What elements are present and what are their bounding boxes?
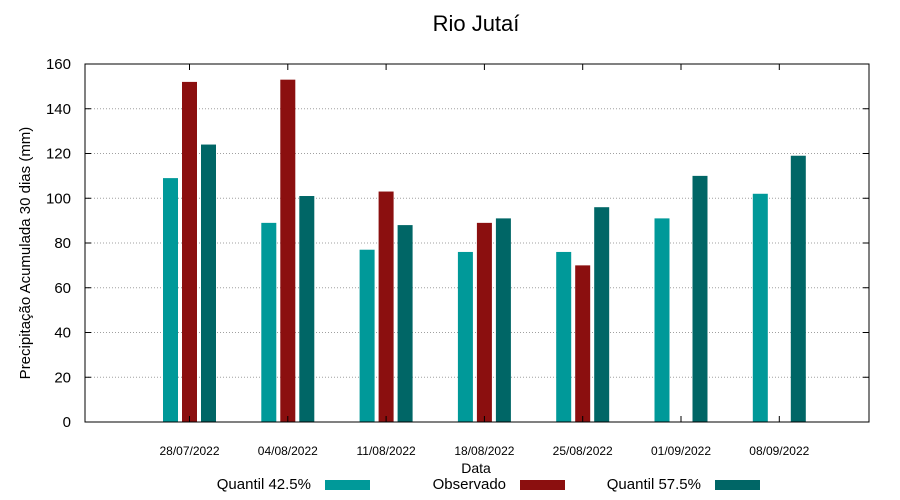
bar-quantil-57-5--5	[692, 175, 708, 422]
y-tick-label: 40	[54, 325, 71, 342]
y-tick-label: 0	[63, 414, 71, 431]
bar-quantil-42-5--3	[457, 251, 473, 422]
bar-observado-3	[476, 222, 492, 422]
y-tick-label: 20	[54, 369, 71, 386]
bar-quantil-57-5--6	[790, 155, 806, 423]
legend-label: Quantil 42.5%	[217, 476, 311, 493]
x-tick-label: 11/08/2022	[357, 444, 416, 458]
bar-quantil-57-5--1	[299, 196, 315, 422]
bar-quantil-42-5--5	[654, 218, 670, 422]
x-tick-label: 01/09/2022	[651, 444, 711, 458]
bar-observado-4	[575, 265, 591, 422]
chart-title: Rio Jutaí	[433, 11, 520, 36]
legend-swatch	[715, 480, 760, 490]
bar-observado-1	[280, 79, 296, 422]
x-tick-label: 25/08/2022	[553, 444, 613, 458]
bar-quantil-42-5--2	[359, 249, 375, 422]
y-tick-label: 60	[54, 280, 71, 297]
bar-quantil-57-5--0	[201, 144, 216, 423]
y-tick-label: 140	[46, 101, 71, 118]
bar-quantil-57-5--2	[397, 225, 413, 422]
x-tick-label: 08/09/2022	[749, 444, 809, 458]
legend-label: Observado	[433, 476, 506, 493]
legend-label: Quantil 57.5%	[607, 476, 701, 493]
x-tick-label: 28/07/2022	[159, 444, 219, 458]
bar-quantil-42-5--0	[163, 178, 178, 422]
legend-swatch	[520, 480, 565, 490]
x-axis-label: Data	[461, 460, 491, 476]
y-axis-ticks: 0 20 40 60 80 100 120 140 160	[46, 56, 869, 431]
legend: Quantil 42.5% Observado Quantil 57.5%	[217, 476, 760, 493]
x-tick-label: 04/08/2022	[258, 444, 318, 458]
legend-swatch	[325, 480, 370, 490]
y-tick-label: 160	[46, 56, 71, 73]
y-tick-label: 80	[54, 235, 71, 252]
bar-quantil-42-5--6	[752, 193, 768, 422]
bar-observado-0	[182, 81, 197, 423]
bar-quantil-42-5--4	[556, 251, 572, 422]
bar-quantil-57-5--4	[594, 207, 610, 422]
y-tick-label: 100	[46, 190, 71, 207]
x-axis-ticks: 28/07/2022 04/08/2022 11/08/2022 18/08/2022…	[159, 64, 810, 458]
bar-quantil-42-5--1	[261, 222, 277, 422]
bar-observado-2	[378, 191, 394, 422]
x-tick-label: 18/08/2022	[454, 444, 514, 458]
y-tick-label: 120	[46, 146, 71, 163]
bars	[163, 79, 806, 423]
bar-quantil-57-5--3	[495, 218, 511, 422]
y-axis-label: Precipitação Acumulada 30 dias (mm)	[17, 127, 34, 380]
